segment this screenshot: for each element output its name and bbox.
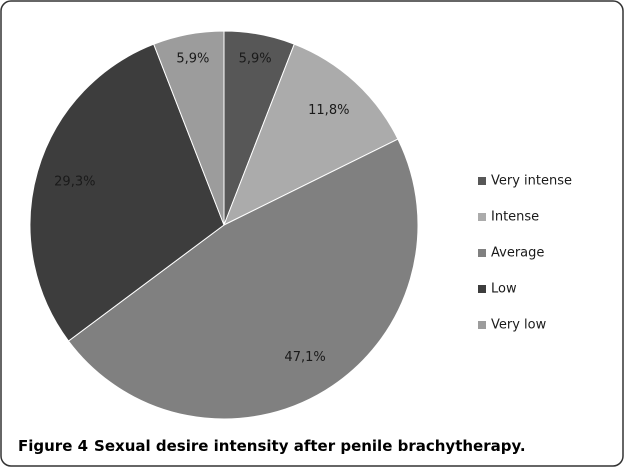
legend-swatch	[478, 213, 486, 221]
legend-label: Average	[491, 246, 544, 261]
legend-swatch	[478, 249, 486, 257]
legend-swatch	[478, 285, 486, 293]
data-label: 29,3%	[54, 175, 95, 190]
pie-slice	[223, 43, 399, 227]
pie-slice	[67, 138, 419, 420]
caption-text: Sexual desire intensity after penile bra…	[94, 437, 526, 455]
legend-label: Low	[491, 282, 517, 297]
pie-slice	[153, 30, 225, 226]
legend-label: Very intense	[491, 174, 572, 189]
legend-label: Very low	[491, 318, 547, 333]
caption-label: Figure 4	[18, 437, 88, 455]
pie-slice	[29, 43, 225, 342]
caption: Figure 4 Sexual desire intensity after pe…	[18, 437, 526, 455]
data-label: 5,9%	[239, 52, 272, 67]
data-label: 11,8%	[308, 103, 349, 118]
data-label: 47,1%	[284, 350, 325, 365]
legend-label: Intense	[491, 210, 539, 225]
legend-swatch	[478, 177, 486, 185]
legend-swatch	[478, 321, 486, 329]
data-label: 5,9%	[176, 52, 209, 67]
